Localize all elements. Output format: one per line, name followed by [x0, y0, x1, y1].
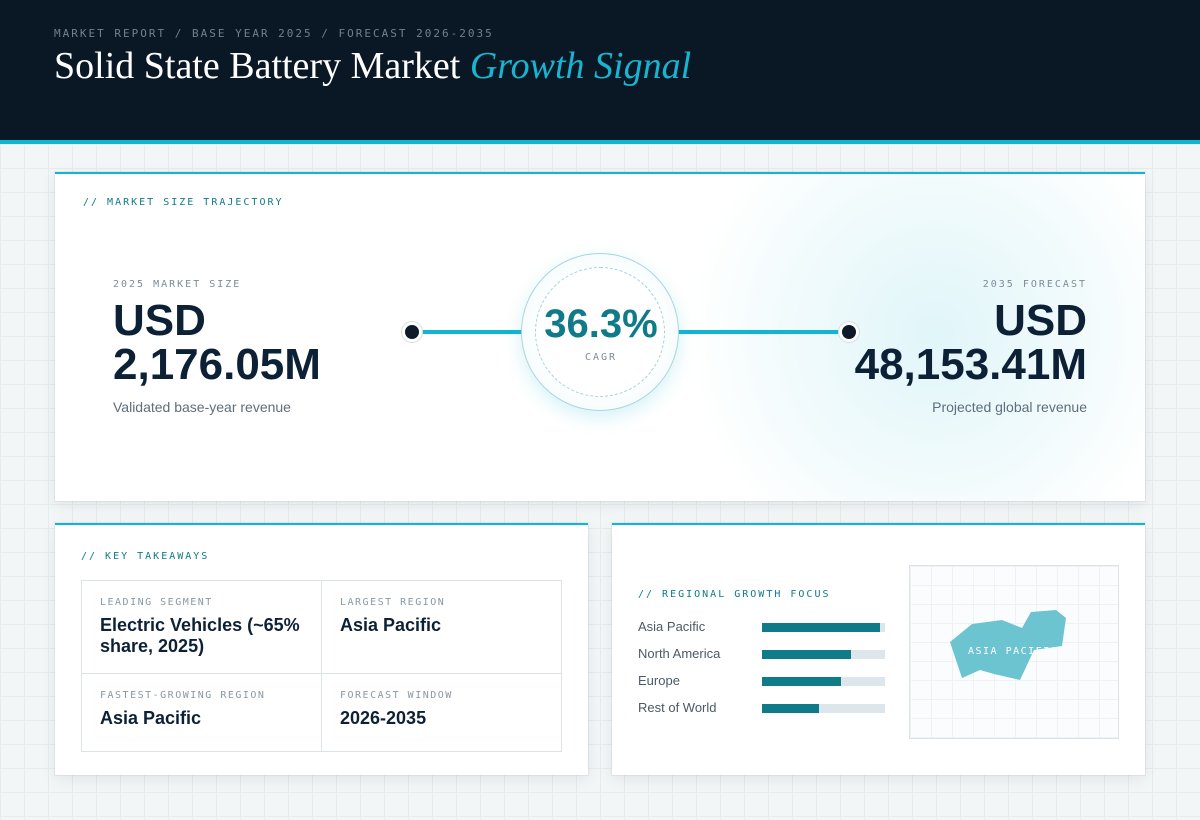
takeaway-leading-segment: LEADING SEGMENT Electric Vehicles (~65% …: [82, 581, 322, 674]
end-dot: [839, 322, 859, 342]
region-name: Asia Pacific: [638, 619, 706, 634]
cagr-inner-ring: 36.3% CAGR: [535, 267, 665, 397]
takeaway-value: Asia Pacific: [340, 615, 442, 635]
region-name: Rest of World: [638, 700, 717, 715]
takeaway-value: Electric Vehicles (~65% share, 2025): [100, 615, 300, 656]
region-bar-track: [762, 650, 885, 659]
start-currency: USD: [113, 296, 206, 345]
takeaway-key: LEADING SEGMENT: [100, 597, 213, 608]
region-bar-fill: [762, 704, 819, 713]
regional-growth-card: // REGIONAL GROWTH FOCUS Asia Pacific No…: [612, 523, 1145, 775]
section-label-regional: // REGIONAL GROWTH FOCUS: [638, 589, 831, 600]
region-bar-track: [762, 704, 885, 713]
asia-pacific-map-icon: [950, 610, 1066, 680]
map-region-label: ASIA PACIFIC: [968, 646, 1059, 657]
region-row-north-america: North America: [638, 646, 898, 662]
region-bar-fill: [762, 650, 851, 659]
region-name: Europe: [638, 673, 680, 688]
takeaway-key: FORECAST WINDOW: [340, 690, 453, 701]
start-dot: [402, 322, 422, 342]
end-value: USD 48,153.41M: [855, 299, 1087, 387]
region-row-europe: Europe: [638, 673, 898, 689]
takeaway-largest-region: LARGEST REGION Asia Pacific: [322, 581, 562, 674]
cagr-value: 36.3%: [544, 302, 658, 346]
cagr-badge: 36.3% CAGR: [521, 253, 679, 411]
region-map: ASIA PACIFIC: [909, 565, 1119, 739]
takeaway-fastest-growing-region: FASTEST-GROWING REGION Asia Pacific: [82, 674, 322, 767]
region-bar-fill: [762, 623, 881, 632]
region-row-asia-pacific: Asia Pacific: [638, 619, 898, 635]
region-bar-track: [762, 623, 885, 632]
takeaway-key: LARGEST REGION: [340, 597, 446, 608]
start-value: USD 2,176.05M: [113, 299, 321, 387]
breadcrumb: MARKET REPORT / BASE YEAR 2025 / FORECAS…: [54, 27, 494, 40]
region-bar-track: [762, 677, 885, 686]
end-amount: 48,153.41M: [854, 340, 1087, 389]
start-amount: 2,176.05M: [113, 340, 321, 389]
start-label: 2025 MARKET SIZE: [113, 279, 242, 290]
start-sub: Validated base-year revenue: [113, 399, 291, 415]
end-currency: USD: [994, 296, 1087, 345]
report-header: MARKET REPORT / BASE YEAR 2025 / FORECAS…: [0, 0, 1200, 144]
glow-decoration: [675, 174, 1145, 501]
takeaway-value: Asia Pacific: [100, 708, 202, 728]
section-label-takeaways: // KEY TAKEAWAYS: [81, 551, 210, 562]
section-label-trajectory: // MARKET SIZE TRAJECTORY: [83, 197, 284, 208]
grid-divider-vertical: [321, 581, 322, 751]
cagr-label: CAGR: [584, 352, 618, 363]
title-main: Solid State Battery Market: [54, 45, 461, 87]
region-bar-fill: [762, 677, 841, 686]
title-accent: Growth Signal: [469, 45, 692, 87]
region-name: North America: [638, 646, 721, 661]
region-row-rest-of-world: Rest of World: [638, 700, 898, 716]
takeaways-grid: LEADING SEGMENT Electric Vehicles (~65% …: [81, 580, 562, 752]
market-size-trajectory-card: // MARKET SIZE TRAJECTORY 2025 MARKET SI…: [55, 172, 1145, 501]
takeaway-value: 2026-2035: [340, 708, 427, 728]
takeaway-key: FASTEST-GROWING REGION: [100, 690, 266, 701]
key-takeaways-card: // KEY TAKEAWAYS LEADING SEGMENT Electri…: [55, 523, 588, 775]
end-label: 2035 FORECAST: [982, 279, 1087, 290]
page-title: Solid State Battery Market Growth Signal: [54, 44, 691, 88]
takeaway-forecast-window: FORECAST WINDOW 2026-2035: [322, 674, 562, 767]
end-sub: Projected global revenue: [932, 399, 1087, 415]
grid-divider-horizontal: [82, 673, 561, 674]
